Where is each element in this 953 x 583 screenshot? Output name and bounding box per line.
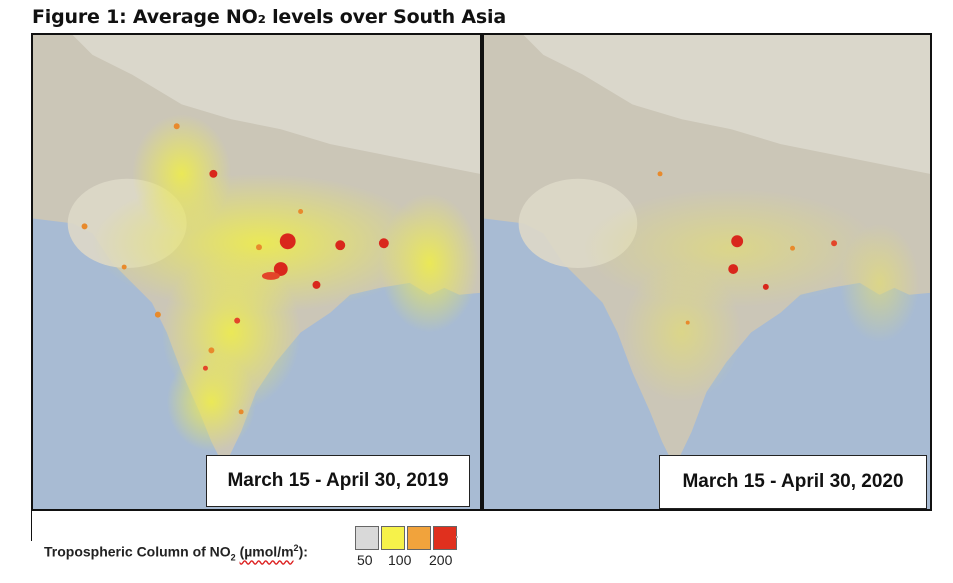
swatch-0 — [355, 526, 379, 550]
legend-swatches — [355, 526, 459, 550]
legend-label: Tropospheric Column of NO2 (µmol/m2): — [44, 543, 308, 562]
date-label-2020: March 15 - April 30, 2020 — [659, 455, 927, 509]
swatch-1 — [381, 526, 405, 550]
legend-unit: (µmol/m — [239, 543, 294, 560]
map-panel-2019: March 15 - April 30, 2019 — [31, 33, 482, 511]
figure-title: Figure 1: Average NO₂ levels over South … — [32, 6, 506, 28]
map-2019 — [33, 35, 480, 509]
date-label-2019: March 15 - April 30, 2019 — [206, 455, 470, 507]
swatch-2 — [407, 526, 431, 550]
tibetan-plateau — [72, 35, 480, 174]
tibetan-plateau — [523, 35, 930, 174]
tick-50: 50 — [357, 552, 373, 568]
divider-line — [31, 511, 32, 541]
legend-suffix: ): — [298, 543, 308, 560]
no2-haze — [92, 114, 480, 452]
tick-100: 100 — [388, 552, 412, 568]
legend-prefix: Tropospheric Column of NO — [44, 543, 231, 560]
no2-hotspots — [657, 171, 838, 325]
legend-sup: 2 — [293, 543, 299, 553]
map-2020 — [484, 35, 930, 509]
legend-dot — [456, 536, 458, 538]
map-panel-2020: March 15 - April 30, 2020 — [482, 33, 932, 511]
no2-haze — [582, 188, 920, 402]
swatch-3 — [433, 526, 457, 550]
legend-sub: 2 — [230, 552, 236, 563]
tick-200: 200 — [429, 552, 453, 568]
no2-hotspots — [81, 123, 389, 415]
